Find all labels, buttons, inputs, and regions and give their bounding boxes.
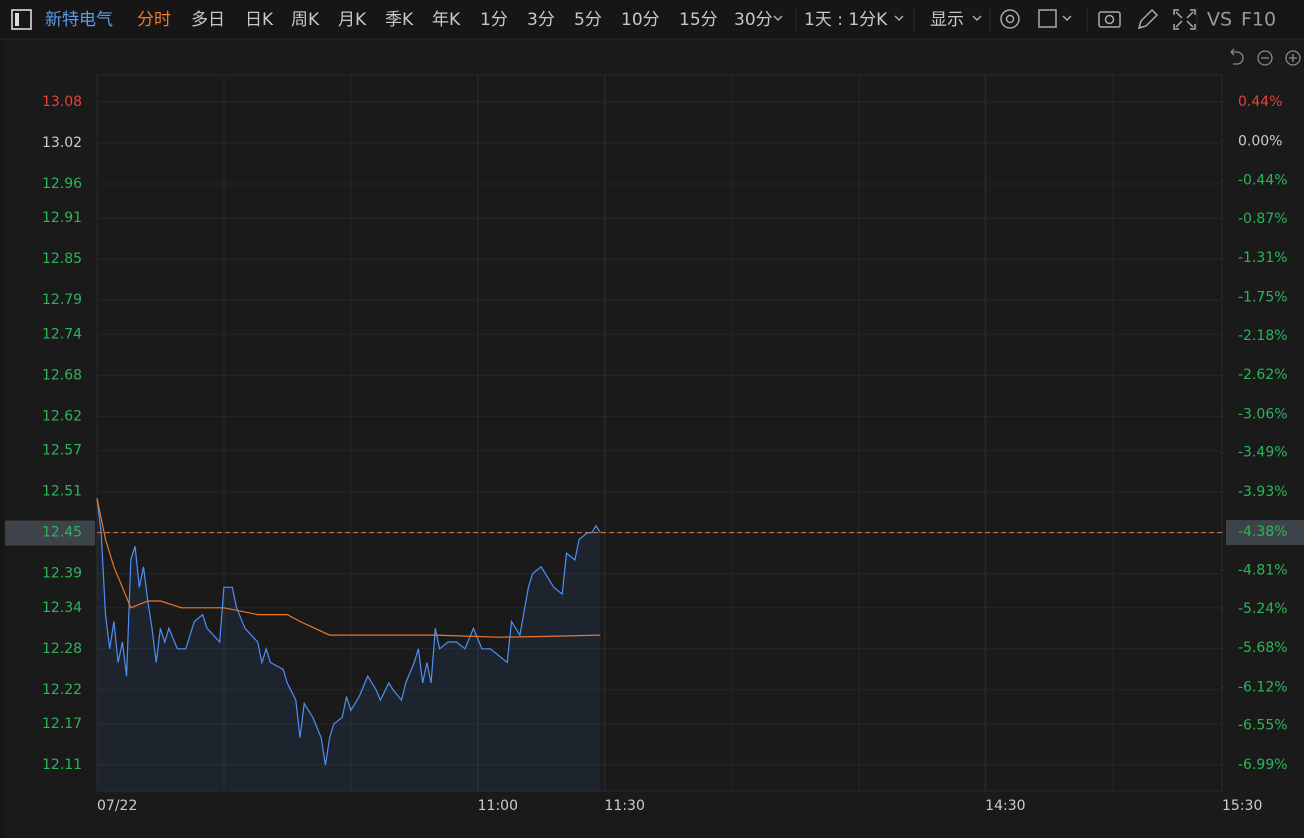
- chevron: [972, 15, 982, 22]
- y-tick-label: 12.39: [42, 566, 82, 582]
- zoom-out[interactable]: [1257, 50, 1273, 66]
- y2-tick-label: -6.12%: [1238, 679, 1288, 695]
- y2-tick-label: -3.49%: [1238, 445, 1288, 461]
- y-tick-label: 12.57: [42, 443, 82, 459]
- y-tick-label: 12.51: [42, 484, 82, 500]
- y2-tick-label: -6.99%: [1238, 757, 1288, 773]
- y2-tick-label: -2.62%: [1238, 367, 1288, 383]
- period-tab[interactable]: 分时: [137, 10, 171, 30]
- x-tick-label: 11:00: [478, 798, 518, 814]
- y2-tick-label: -0.87%: [1238, 211, 1288, 227]
- price-line: [96, 498, 601, 766]
- y-tick-label: 12.34: [42, 600, 82, 616]
- range-select[interactable]: 1天 : 1分K: [804, 10, 888, 30]
- chevron: [894, 15, 904, 22]
- period-tab[interactable]: 1分: [480, 10, 508, 30]
- y-tick-label: 12.68: [42, 367, 82, 383]
- x-tick-label: 11:30: [605, 798, 645, 814]
- period-tab[interactable]: 10分: [621, 10, 660, 30]
- period-tab[interactable]: 3分: [527, 10, 555, 30]
- f10-button[interactable]: F10: [1241, 9, 1276, 31]
- y2-tick-label: -1.75%: [1238, 289, 1288, 305]
- y-tick-label: 12.74: [42, 326, 82, 342]
- gear-outer: [1000, 9, 1020, 29]
- layout-icon[interactable]: [1038, 9, 1072, 28]
- y-tick-label: 12.11: [42, 757, 82, 773]
- y-tick-label: 12.28: [42, 641, 82, 657]
- price-area: [97, 498, 601, 791]
- camera-icon[interactable]: [1098, 11, 1121, 28]
- last-price-box: [5, 520, 95, 546]
- y2-tick-label: -1.31%: [1238, 250, 1288, 266]
- y2-tick-label: -5.24%: [1238, 601, 1288, 617]
- circle: [1285, 50, 1301, 66]
- stock-name[interactable]: 新特电气: [45, 10, 113, 30]
- y2-tick-label: -4.81%: [1238, 562, 1288, 578]
- x-tick-label: 14:30: [985, 798, 1025, 814]
- y-tick-label: 12.79: [42, 292, 82, 308]
- period-tab[interactable]: 多日: [191, 10, 225, 30]
- period-tab[interactable]: 15分: [679, 10, 718, 30]
- period-tab[interactable]: 季K: [385, 10, 414, 30]
- y2-tick-label: 0.00%: [1238, 133, 1282, 149]
- square: [1038, 9, 1057, 28]
- y-tick-label: 12.96: [42, 176, 82, 192]
- compare-button[interactable]: VS: [1207, 9, 1232, 31]
- zoom-in[interactable]: [1285, 50, 1301, 66]
- zoom-controls: [1230, 48, 1301, 66]
- chart: 13.08 0.44% 13.02 0.00% 12.96 -0.44% 12.91 -0.8…: [5, 74, 1304, 814]
- sidebar-toggle[interactable]: [11, 9, 32, 30]
- reset-icon[interactable]: [1230, 48, 1244, 65]
- y2-tick-label: -3.93%: [1238, 484, 1288, 500]
- draw-icon[interactable]: [1137, 8, 1159, 30]
- y2-tick-label: -0.44%: [1238, 173, 1288, 189]
- chevron: [773, 15, 783, 22]
- y2-tick-label: -4.38%: [1238, 524, 1288, 540]
- sidebar-icon: [11, 9, 32, 30]
- y-tick-label: 13.02: [42, 135, 82, 151]
- toolbar-icons: [773, 8, 1196, 30]
- chevron: [1062, 15, 1072, 22]
- plus: [1289, 54, 1297, 62]
- gear-inner: [1005, 14, 1015, 24]
- display-menu[interactable]: 显示: [930, 10, 964, 30]
- period-tab[interactable]: 日K: [245, 10, 274, 30]
- y-tick-label: 13.08: [42, 94, 82, 110]
- y2-tick-label: -2.18%: [1238, 328, 1288, 344]
- y-tick-label: 12.17: [42, 716, 82, 732]
- camera-lens: [1104, 14, 1115, 25]
- period-tab[interactable]: 5分: [574, 10, 602, 30]
- y-tick-label: 12.22: [42, 682, 82, 698]
- toolbar-separators: [795, 8, 1198, 32]
- y-tick-label: 12.85: [42, 251, 82, 267]
- average-line: [96, 498, 601, 638]
- plot-area: [96, 74, 1223, 792]
- y2-tick-label: -6.55%: [1238, 718, 1288, 734]
- camera-body: [1098, 11, 1121, 28]
- period-tab[interactable]: 周K: [291, 10, 320, 30]
- x-tick-label: 07/22: [97, 798, 137, 814]
- y2-tick-label: -3.06%: [1238, 406, 1288, 422]
- period-tab[interactable]: 30分: [734, 10, 773, 30]
- x-tick-label: 15:30: [1222, 798, 1262, 814]
- toolbar: 新特电气 分时 多日 日K 周K 月K 季K 年K 1分 3分 5分 10分 15分 30分 1天 : 1分…: [45, 9, 1276, 31]
- circle: [1257, 50, 1273, 66]
- period-tab[interactable]: 月K: [338, 10, 367, 30]
- settings-icon[interactable]: [1000, 9, 1020, 29]
- y2-tick-label: -5.68%: [1238, 640, 1288, 656]
- y-tick-label: 12.45: [42, 525, 82, 541]
- y2-tick-label: 0.44%: [1238, 94, 1282, 110]
- period-tab[interactable]: 年K: [432, 10, 461, 30]
- y-tick-label: 12.91: [42, 210, 82, 226]
- fullscreen-icon[interactable]: [1173, 9, 1196, 30]
- sidebar-icon-fill: [15, 13, 19, 26]
- y-tick-label: 12.62: [42, 408, 82, 424]
- last-change-box: [1226, 520, 1304, 546]
